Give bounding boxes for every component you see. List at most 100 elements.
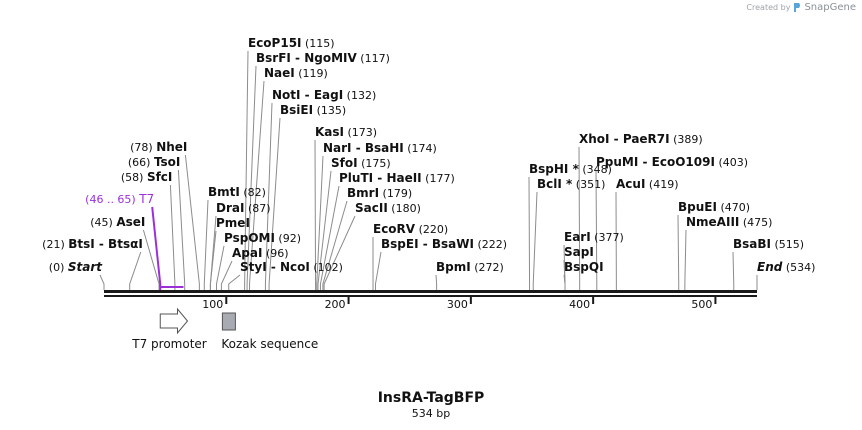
cut-site-xhoi[interactable]: XhoI - PaeR7I (389) — [579, 132, 703, 146]
site-label-text[interactable]: SacII (180) — [355, 201, 421, 215]
site-label-text[interactable]: (45) AseI — [90, 215, 145, 229]
cut-site-nhei[interactable]: (78) NheI — [130, 140, 187, 154]
cut-site-bmri[interactable]: BmrI (179) — [347, 186, 412, 200]
site-label-text[interactable]: BsaBI (515) — [733, 237, 804, 251]
site-label-text[interactable]: PpuMI - EcoO109I (403) — [596, 155, 748, 169]
feature-label[interactable]: Kozak sequence — [221, 337, 318, 351]
cut-site-sapi[interactable]: SapI — [564, 245, 594, 259]
cut-site-noti[interactable]: NotI - EagI (132) — [272, 88, 376, 102]
feature-box-icon — [221, 312, 236, 331]
cut-site-apai[interactable]: ApaI (96) — [232, 246, 289, 260]
site-label-text[interactable]: (58) SfcI — [121, 170, 173, 184]
leader-line — [209, 230, 217, 290]
site-label-text[interactable]: PspOMI (92) — [224, 231, 301, 245]
cut-site-lines — [99, 50, 758, 290]
cut-site-eari[interactable]: EarI (377) — [564, 230, 624, 244]
site-label-text[interactable]: SapI — [564, 245, 594, 259]
cut-site-bsrfi[interactable]: BsrFI - NgoMIV (117) — [256, 51, 390, 65]
kozak-sequence-feature[interactable]: Kozak sequence — [221, 312, 318, 351]
cut-site-asei[interactable]: (45) AseI — [90, 215, 145, 229]
site-label-text[interactable]: EcoRV (220) — [373, 222, 448, 236]
cut-site-pspomi[interactable]: PspOMI (92) — [224, 231, 301, 245]
leader-line — [528, 176, 531, 290]
cut-site-bpmi[interactable]: BpmI (272) — [436, 260, 504, 274]
leader-line — [220, 260, 233, 290]
feature-arrow-icon — [159, 307, 189, 335]
site-label-text[interactable]: NarI - BsaHI (174) — [323, 141, 437, 155]
site-label-text[interactable]: PmeI — [216, 216, 250, 230]
site-label-text[interactable]: End (534) — [757, 260, 815, 274]
cut-site-ppumi[interactable]: PpuMI - EcoO109I (403) — [596, 155, 748, 169]
cut-site-tsoi[interactable]: (66) TsoI — [128, 155, 181, 169]
cut-site-end[interactable]: End (534) — [757, 260, 815, 274]
credit-brand: SnapGene — [804, 2, 856, 13]
cut-site-acui[interactable]: AcuI (419) — [616, 177, 679, 191]
snapgene-logo-icon — [794, 3, 801, 12]
site-label-text[interactable]: SfoI (175) — [331, 156, 391, 170]
site-label-text[interactable]: BpuEI (470) — [678, 200, 750, 214]
cut-site-bpuei[interactable]: BpuEI (470) — [678, 200, 750, 214]
cut-site-btsi[interactable]: (21) BtsI - BtsαI — [42, 237, 143, 251]
site-label-text[interactable]: PluTI - HaeII (177) — [339, 171, 455, 185]
site-label-text[interactable]: (0) Start — [49, 260, 103, 274]
site-label-text[interactable]: BspEI - BsaWI (222) — [381, 237, 507, 251]
leader-line — [684, 229, 687, 290]
cut-site-ecop15i[interactable]: EcoP15I (115) — [248, 36, 335, 50]
site-label-text[interactable]: NmeAIII (475) — [686, 215, 772, 229]
site-label-text[interactable]: BclI * (351) — [537, 177, 605, 191]
site-label-text[interactable]: EcoP15I (115) — [248, 36, 335, 50]
site-label-text[interactable]: BmtI (82) — [208, 185, 266, 199]
cut-site-drai[interactable]: DraI (87) — [216, 201, 271, 215]
site-label-text[interactable]: ApaI (96) — [232, 246, 289, 260]
site-label-text[interactable]: BmrI (179) — [347, 186, 412, 200]
site-label-text[interactable]: StyI - NcoI (102) — [240, 260, 343, 274]
leader-line — [184, 154, 200, 290]
cut-site-bcli[interactable]: BclI * (351) — [537, 177, 605, 191]
feature-label[interactable]: T7 promoter — [131, 337, 207, 351]
cut-site-sacii[interactable]: SacII (180) — [355, 201, 421, 215]
cut-site-bspqi[interactable]: BspQI — [564, 260, 604, 274]
leader-line — [435, 274, 438, 290]
cut-site-bsiei[interactable]: BsiEI (135) — [280, 103, 346, 117]
site-label-text[interactable]: (66) TsoI — [128, 155, 181, 169]
leader-line — [177, 169, 186, 290]
cut-site-pmei[interactable]: PmeI — [216, 216, 250, 230]
site-label-text[interactable]: BsiEI (135) — [280, 103, 346, 117]
t7-promoter-feature[interactable]: T7 promoter — [131, 307, 207, 351]
site-label-text[interactable]: EarI (377) — [564, 230, 624, 244]
cut-site-bspei[interactable]: BspEI - BsaWI (222) — [381, 237, 507, 251]
site-label-text[interactable]: BsrFI - NgoMIV (117) — [256, 51, 390, 65]
cut-site-bsabi[interactable]: BsaBI (515) — [733, 237, 804, 251]
leader-line — [578, 146, 581, 290]
site-label-text[interactable]: (21) BtsI - BtsαI — [42, 237, 143, 251]
cut-site-kasi[interactable]: KasI (173) — [315, 125, 377, 139]
ruler-tick-label: 100 — [202, 298, 223, 311]
cut-site-start[interactable]: (0) Start — [49, 260, 103, 274]
cut-site-ecorv[interactable]: EcoRV (220) — [373, 222, 448, 236]
cut-site-nari[interactable]: NarI - BsaHI (174) — [323, 141, 437, 155]
site-label-text[interactable]: KasI (173) — [315, 125, 377, 139]
cut-site-pluti[interactable]: PluTI - HaeII (177) — [339, 171, 455, 185]
site-label-text[interactable]: AcuI (419) — [616, 177, 679, 191]
construct-length: 534 bp — [411, 407, 451, 420]
site-label-text[interactable]: DraI (87) — [216, 201, 271, 215]
site-label-text[interactable]: BpmI (272) — [436, 260, 504, 274]
cut-site-bsphi[interactable]: BspHI * (348) — [529, 162, 612, 176]
site-label-text[interactable]: NaeI (119) — [264, 66, 328, 80]
site-label-text[interactable]: BspQI — [564, 260, 604, 274]
site-label-text[interactable]: BspHI * (348) — [529, 162, 612, 176]
site-label-text[interactable]: (46 .. 65) T7 — [85, 192, 154, 206]
site-label-text[interactable]: NotI - EagI (132) — [272, 88, 376, 102]
cut-site-bmti[interactable]: BmtI (82) — [208, 185, 266, 199]
cut-site-sfoi[interactable]: SfoI (175) — [331, 156, 391, 170]
cut-site-styi[interactable]: StyI - NcoI (102) — [240, 260, 343, 274]
cut-site-nmeaiii[interactable]: NmeAIII (475) — [686, 215, 772, 229]
cut-site-naei[interactable]: NaeI (119) — [264, 66, 328, 80]
site-label-text[interactable]: (78) NheI — [130, 140, 187, 154]
cut-site-sfci[interactable]: (58) SfcI — [121, 170, 173, 184]
ruler-tick-label: 500 — [691, 298, 712, 311]
cut-site-t7[interactable]: (46 .. 65) T7 — [85, 192, 154, 206]
site-label-text[interactable]: XhoI - PaeR7I (389) — [579, 132, 703, 146]
leader-line — [732, 251, 735, 290]
